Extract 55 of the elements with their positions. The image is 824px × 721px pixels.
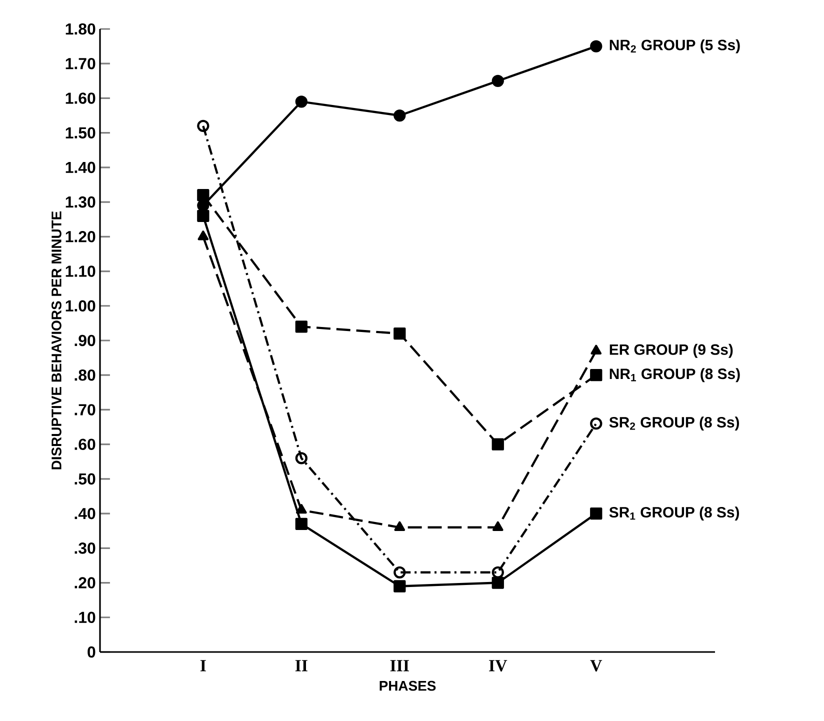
- point: [590, 417, 602, 430]
- y-axis-title: DISRUPTIVE BEHAVIORS PER MINUTE: [52, 211, 62, 470]
- point: [590, 369, 602, 382]
- series-label: ER GROUP (9 Ss): [610, 344, 733, 358]
- point: [197, 120, 210, 132]
- y-tick-label: 1.50: [66, 127, 96, 138]
- y-tick-label: .70: [74, 404, 96, 416]
- x-tick-label: II: [295, 660, 308, 672]
- y-tick-label: 0: [88, 646, 96, 658]
- y-tick-label: 1.70: [66, 58, 96, 70]
- point: [198, 230, 209, 240]
- point: [492, 74, 504, 87]
- y-tick-label: 1.20: [66, 231, 96, 242]
- series-label: NR$_{1}$ GROUP (8 Ss): [610, 368, 740, 382]
- point: [197, 189, 210, 202]
- point: [295, 452, 308, 464]
- point: [492, 438, 504, 450]
- point: [492, 576, 504, 589]
- point: [296, 504, 307, 514]
- y-tick-label: .30: [74, 542, 96, 554]
- y-tick-label: 1.40: [66, 162, 96, 174]
- y-tick-label: .90: [74, 334, 96, 346]
- series-label: SR$_{2}$ GROUP (8 Ss): [609, 416, 740, 431]
- point: [590, 344, 602, 354]
- point: [295, 518, 308, 530]
- point: [394, 109, 406, 122]
- series-label: NR$_{2}$ GROUP (5 Ss): [610, 39, 740, 54]
- x-axis-title: PHASES: [380, 680, 436, 691]
- x-tick-label: I: [200, 660, 206, 672]
- point: [295, 96, 308, 108]
- y-tick-label: .40: [74, 508, 96, 520]
- y-tick-label: .10: [74, 612, 96, 624]
- y-tick-label: .20: [74, 577, 96, 588]
- point: [394, 566, 406, 578]
- y-tick-label: 1.10: [66, 266, 96, 277]
- point: [590, 507, 602, 520]
- point: [197, 210, 210, 222]
- y-tick-label: .80: [74, 369, 96, 381]
- point: [590, 40, 602, 52]
- point: [394, 328, 406, 340]
- x-tick-label: IV: [489, 660, 508, 672]
- y-tick-label: 1.00: [66, 300, 96, 312]
- point: [492, 521, 504, 531]
- y-tick-label: 1.60: [66, 92, 96, 104]
- point: [295, 320, 308, 333]
- y-tick-label: 1.30: [66, 196, 96, 208]
- y-tick-label: .60: [74, 438, 96, 450]
- point: [394, 580, 406, 592]
- x-tick-label: III: [390, 660, 409, 672]
- point: [492, 566, 504, 578]
- series-label: SR$_{1}$ GROUP (8 Ss): [609, 506, 740, 521]
- y-tick-label: 1.80: [66, 23, 96, 35]
- point: [394, 521, 406, 531]
- y-tick-label: .50: [74, 473, 96, 485]
- x-tick-label: V: [590, 660, 602, 672]
